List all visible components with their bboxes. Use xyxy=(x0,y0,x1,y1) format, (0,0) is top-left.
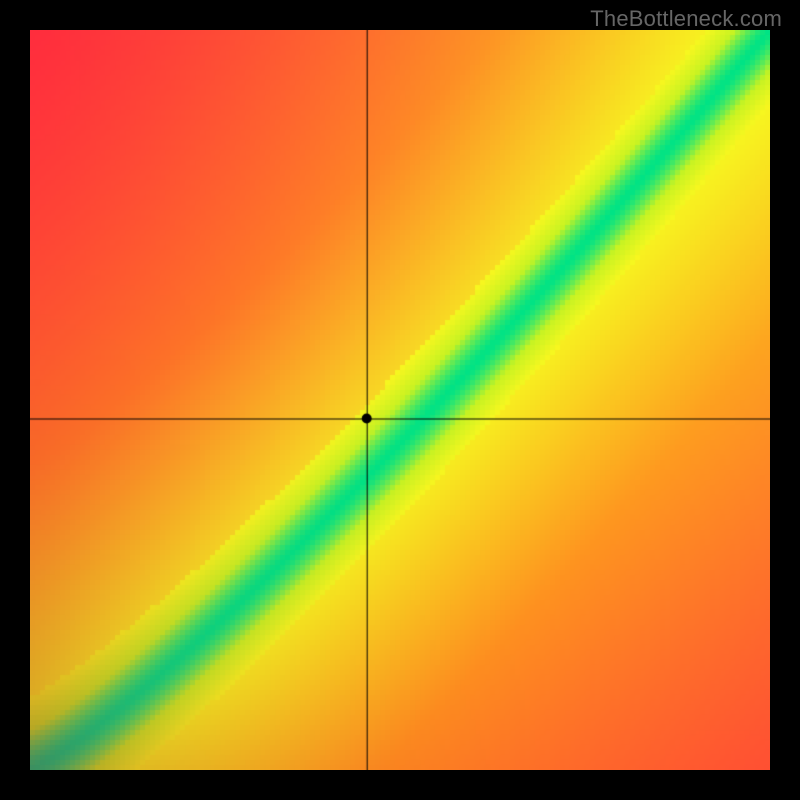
crosshair-overlay xyxy=(30,30,770,770)
plot-area xyxy=(30,30,770,770)
chart-container: TheBottleneck.com xyxy=(0,0,800,800)
watermark-text: TheBottleneck.com xyxy=(590,6,782,32)
